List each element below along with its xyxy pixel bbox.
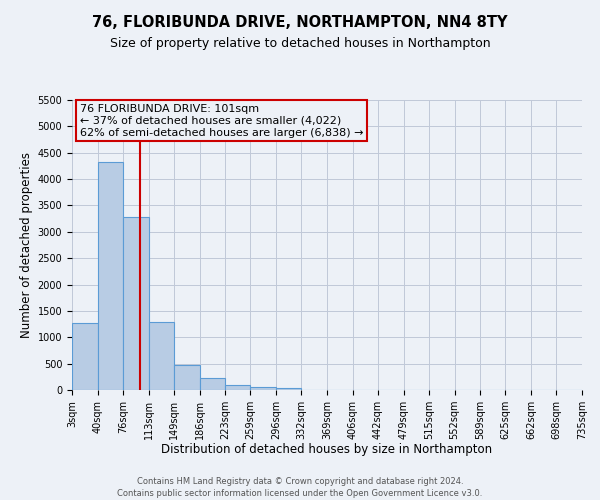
Bar xyxy=(149,322,174,390)
Bar xyxy=(174,364,199,390)
Text: 76, FLORIBUNDA DRIVE, NORTHAMPTON, NN4 8TY: 76, FLORIBUNDA DRIVE, NORTHAMPTON, NN4 8… xyxy=(92,15,508,30)
Bar xyxy=(123,216,149,390)
Y-axis label: Number of detached properties: Number of detached properties xyxy=(20,152,34,338)
Text: Contains HM Land Registry data © Crown copyright and database right 2024.: Contains HM Land Registry data © Crown c… xyxy=(137,478,463,486)
Bar xyxy=(250,387,276,390)
Bar xyxy=(98,162,123,390)
Bar xyxy=(72,323,98,390)
Text: 76 FLORIBUNDA DRIVE: 101sqm
← 37% of detached houses are smaller (4,022)
62% of : 76 FLORIBUNDA DRIVE: 101sqm ← 37% of det… xyxy=(80,104,363,138)
Bar xyxy=(276,388,301,390)
Text: Size of property relative to detached houses in Northampton: Size of property relative to detached ho… xyxy=(110,38,490,51)
X-axis label: Distribution of detached houses by size in Northampton: Distribution of detached houses by size … xyxy=(161,444,493,456)
Text: Contains public sector information licensed under the Open Government Licence v3: Contains public sector information licen… xyxy=(118,489,482,498)
Bar xyxy=(225,386,250,390)
Bar xyxy=(199,378,225,390)
